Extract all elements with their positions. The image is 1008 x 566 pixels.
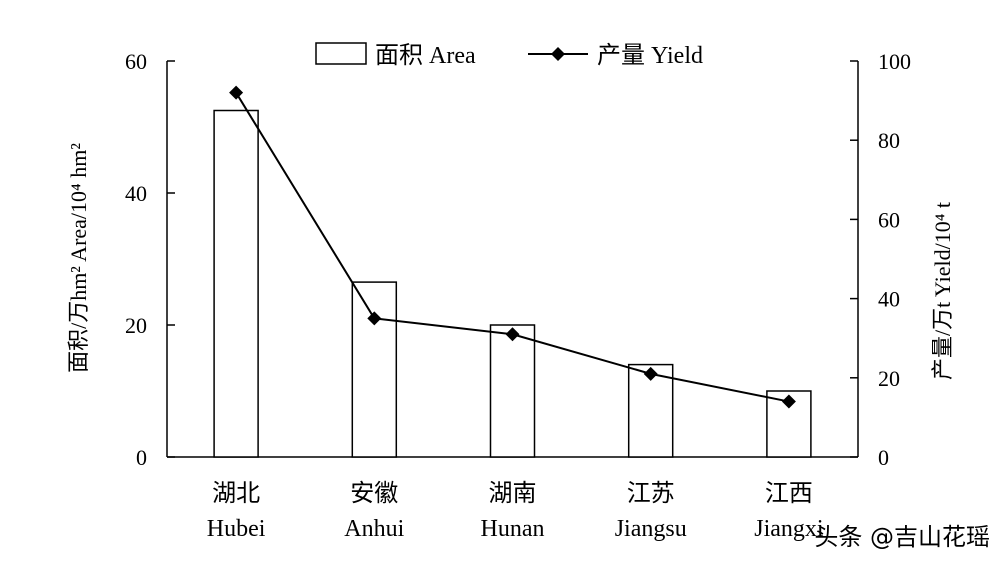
y-left-tick-label: 60	[125, 49, 147, 74]
category-label-en: Hubei	[207, 516, 266, 542]
legend-bar-swatch	[315, 42, 367, 65]
category-label-en: Jiangsu	[615, 516, 687, 542]
y-right-tick-label: 0	[878, 445, 889, 470]
category-labels: 湖北 Hubei 安徽 Anhui 湖南 Hunan 江苏 Jiangsu 江西 Jiangxi	[207, 480, 824, 542]
yield-line	[229, 85, 796, 409]
category-label-en: Hunan	[481, 516, 545, 542]
y-axis-left-title: 面积/万hm² Area/10⁴ hm²	[66, 143, 91, 373]
tick-labels: 0 20 40 60 0 20 40 60 80 100	[125, 49, 911, 470]
y-axis-right-title: 产量/万t Yield/10⁴ t	[930, 202, 955, 380]
area-bar	[627, 363, 674, 458]
y-right-tick-label: 40	[878, 287, 900, 312]
legend-area-label: 面积 Area	[375, 42, 476, 69]
legend-diamond-marker	[551, 47, 565, 61]
yield-point	[367, 311, 382, 326]
y-right-tick-label: 80	[878, 128, 900, 153]
y-right-tick-label: 100	[878, 49, 911, 74]
y-left-tick-label: 0	[136, 445, 147, 470]
category-label-en: Anhui	[344, 516, 404, 542]
y-right-tick-label: 60	[878, 207, 900, 232]
legend: 面积 Area 产量 Yield	[315, 42, 703, 69]
watermark: 头条 @吉山花瑶	[814, 523, 990, 551]
y-left-tick-label: 20	[125, 313, 147, 338]
category-label-zh: 江苏	[627, 480, 675, 507]
area-bar	[766, 390, 812, 458]
category-label-en: Jiangxi	[754, 516, 824, 542]
yield-point	[505, 327, 520, 342]
area-bar	[489, 324, 536, 458]
y-left-tick-label: 40	[125, 181, 147, 206]
category-label-zh: 湖北	[212, 480, 260, 507]
yield-point	[229, 85, 244, 100]
yield-point	[643, 366, 658, 381]
category-label-zh: 江西	[765, 480, 813, 507]
y-right-tick-label: 20	[878, 366, 900, 391]
area-bar	[213, 109, 259, 458]
yield-point	[781, 394, 796, 409]
category-label-zh: 湖南	[489, 480, 537, 507]
legend-yield-label: 产量 Yield	[597, 42, 703, 69]
category-label-zh: 安徽	[350, 480, 398, 507]
area-bar	[351, 281, 398, 458]
bars	[213, 109, 812, 458]
